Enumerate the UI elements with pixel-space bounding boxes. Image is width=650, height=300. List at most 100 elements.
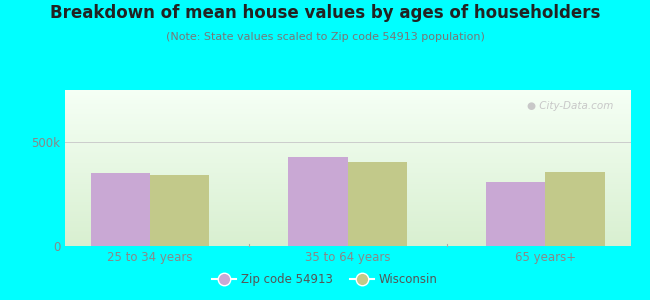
Bar	[65, 123, 630, 124]
Bar	[65, 127, 630, 128]
Bar	[65, 158, 630, 159]
Bar	[65, 224, 630, 225]
Bar	[65, 216, 630, 217]
Bar	[65, 171, 630, 172]
Bar	[65, 110, 630, 111]
Bar	[65, 122, 630, 123]
Bar	[65, 220, 630, 221]
Bar	[65, 128, 630, 129]
Bar	[65, 231, 630, 232]
Bar	[65, 99, 630, 100]
Bar	[65, 217, 630, 218]
Bar	[65, 139, 630, 140]
Bar	[65, 159, 630, 160]
Bar	[65, 111, 630, 112]
Bar	[65, 130, 630, 131]
Bar	[65, 114, 630, 115]
Bar	[65, 202, 630, 203]
Bar	[65, 106, 630, 107]
Bar	[289, 157, 348, 246]
Bar	[65, 107, 630, 108]
Bar	[65, 192, 630, 193]
Bar	[65, 229, 630, 230]
Bar	[65, 218, 630, 219]
Bar	[65, 215, 630, 216]
Bar	[65, 189, 630, 190]
Bar	[65, 182, 630, 183]
Bar	[65, 117, 630, 118]
Bar	[65, 178, 630, 179]
Bar	[65, 243, 630, 244]
Bar	[65, 207, 630, 208]
Bar	[65, 162, 630, 163]
Bar	[65, 234, 630, 235]
Bar	[65, 161, 630, 162]
Bar	[65, 166, 630, 167]
Bar	[65, 185, 630, 186]
Bar	[65, 133, 630, 134]
Bar	[65, 237, 630, 238]
Bar	[65, 167, 630, 168]
Bar	[65, 180, 630, 181]
Bar	[65, 149, 630, 150]
Bar	[65, 164, 630, 165]
Bar	[65, 153, 630, 154]
Bar	[65, 203, 630, 204]
Bar	[65, 208, 630, 209]
Bar	[65, 134, 630, 135]
Bar	[65, 184, 630, 185]
Bar	[65, 155, 630, 156]
Bar	[65, 188, 630, 189]
Bar	[65, 183, 630, 184]
Bar	[65, 138, 630, 139]
Bar	[65, 235, 630, 236]
Bar	[65, 221, 630, 222]
Bar	[65, 98, 630, 99]
Bar	[65, 141, 630, 142]
Bar	[65, 102, 630, 103]
Bar	[65, 241, 630, 242]
Bar	[65, 116, 630, 117]
Bar	[65, 168, 630, 169]
Bar	[65, 136, 630, 137]
Bar	[65, 199, 630, 200]
Bar	[65, 173, 630, 174]
Bar	[150, 175, 209, 246]
Bar	[65, 196, 630, 197]
Bar	[65, 232, 630, 233]
Bar	[65, 129, 630, 130]
Bar	[65, 226, 630, 227]
Bar	[65, 191, 630, 192]
Bar	[65, 145, 630, 146]
Bar	[65, 147, 630, 148]
Bar	[65, 233, 630, 234]
Bar	[65, 204, 630, 205]
Text: (Note: State values scaled to Zip code 54913 population): (Note: State values scaled to Zip code 5…	[166, 32, 484, 41]
Bar	[65, 240, 630, 241]
Bar	[65, 119, 630, 120]
Bar	[65, 100, 630, 101]
Bar	[65, 124, 630, 125]
Bar	[65, 205, 630, 206]
Bar	[65, 154, 630, 155]
Bar	[65, 210, 630, 211]
Bar	[65, 222, 630, 223]
Bar	[65, 90, 630, 91]
Bar	[65, 135, 630, 136]
Bar	[65, 236, 630, 237]
Bar	[65, 146, 630, 147]
Bar	[65, 96, 630, 97]
Bar	[65, 213, 630, 214]
Bar	[65, 223, 630, 224]
Bar	[65, 190, 630, 191]
Bar	[65, 125, 630, 126]
Bar	[65, 197, 630, 198]
Text: Breakdown of mean house values by ages of householders: Breakdown of mean house values by ages o…	[50, 4, 600, 22]
Bar	[65, 140, 630, 141]
Bar	[65, 181, 630, 182]
Bar	[65, 151, 630, 152]
Bar	[65, 142, 630, 143]
Bar	[65, 225, 630, 226]
Bar	[91, 173, 150, 246]
Bar	[65, 126, 630, 127]
